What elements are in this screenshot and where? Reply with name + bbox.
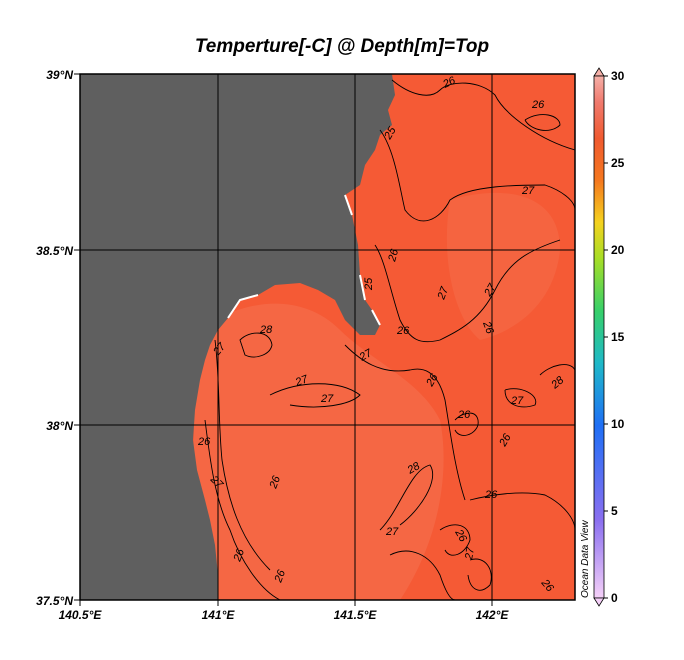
x-tick-label: 140.5°E [59, 608, 103, 622]
coast-highlight [227, 194, 381, 326]
map-frame [79, 73, 576, 601]
y-tick-label: 38.5°N [36, 244, 73, 258]
x-tick-label: 141°E [202, 608, 236, 622]
map-title: Temperture[-C] @ Depth[m]=Top [194, 36, 490, 57]
x-tick-label: 142°E [476, 608, 510, 622]
contour-label: 27 [510, 395, 524, 407]
contour-label: 26 [272, 568, 288, 585]
colorbar: 30 25 20 15 10 5 0 [593, 67, 625, 607]
colorbar-tick-label: 30 [611, 69, 625, 83]
contour-label: 27 [385, 526, 399, 538]
land-area [80, 74, 395, 600]
colorbar-tick-label: 25 [611, 156, 625, 170]
colorbar-top-arrow [593, 67, 605, 77]
contour-label: 26 [231, 547, 247, 564]
colorbar-tick-label: 0 [611, 591, 618, 605]
y-tick-label: 39°N [46, 68, 73, 82]
colorbar-bottom-arrow [593, 597, 605, 607]
colorbar-tick-label: 10 [611, 417, 625, 431]
contour-label: 27 [293, 373, 310, 389]
contour-label: 27 [521, 185, 535, 197]
colorbar-tick-label: 15 [611, 330, 625, 344]
graticule [80, 74, 575, 600]
y-tick-label: 37.5°N [36, 594, 73, 608]
frame-ticks [74, 73, 493, 606]
contour-label-group: 26 26 25 27 26 25 26 27 27 26 28 27 27 2… [197, 74, 567, 595]
contour-label: 26 [267, 474, 283, 491]
contour-label: 26 [484, 489, 498, 501]
x-tick-label: 141.5°E [334, 608, 378, 622]
contour-label: 26 [457, 409, 471, 421]
colorbar-tick-label: 5 [611, 504, 618, 518]
warm-patches [190, 192, 560, 600]
contour-label: 28 [259, 324, 273, 336]
contour-label: 26 [197, 436, 211, 448]
contour-label: 26 [440, 74, 458, 91]
contour-label: 26 [396, 325, 410, 337]
contour-label: 27 [463, 546, 477, 562]
contour-label: 26 [531, 99, 545, 111]
contour-label: 25 [363, 277, 375, 291]
y-tick-label: 38°N [46, 419, 73, 433]
contour-label: 26 [386, 247, 401, 264]
watermark: Ocean Data View [580, 520, 591, 598]
contour-label: 27 [435, 285, 451, 302]
colorbar-ramp [593, 75, 605, 599]
contour-label: 27 [320, 393, 334, 405]
colorbar-tick-label: 20 [611, 243, 625, 257]
